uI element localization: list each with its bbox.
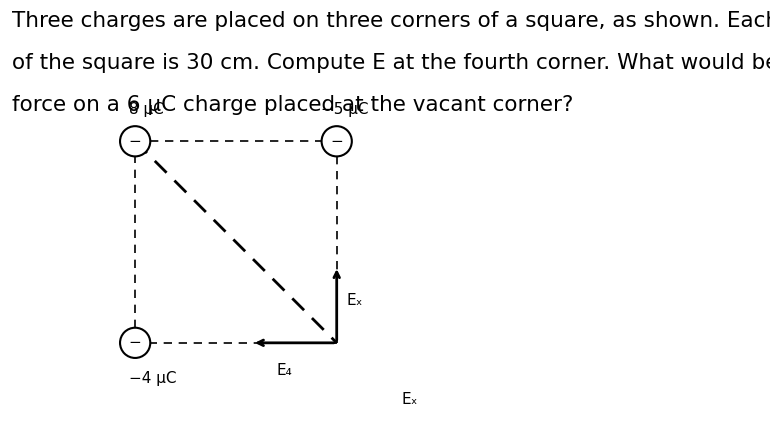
- Circle shape: [120, 126, 150, 156]
- Text: of the square is 30 cm. Compute E at the fourth corner. What would be the: of the square is 30 cm. Compute E at the…: [12, 53, 770, 73]
- Text: −5 μC: −5 μC: [320, 102, 368, 117]
- Text: 8 μC: 8 μC: [129, 102, 164, 117]
- Text: Eₓ: Eₓ: [401, 392, 417, 407]
- Text: force on a 6 μC charge placed at the vacant corner?: force on a 6 μC charge placed at the vac…: [12, 95, 573, 115]
- Text: −: −: [129, 134, 142, 149]
- Text: Three charges are placed on three corners of a square, as shown. Each side: Three charges are placed on three corner…: [12, 11, 770, 31]
- Circle shape: [120, 328, 150, 358]
- Text: −4 μC: −4 μC: [129, 371, 176, 386]
- Text: −: −: [330, 134, 343, 149]
- Text: E₄: E₄: [276, 363, 292, 378]
- Text: Eₓ: Eₓ: [346, 293, 363, 308]
- Text: −: −: [129, 335, 142, 350]
- Circle shape: [322, 126, 352, 156]
